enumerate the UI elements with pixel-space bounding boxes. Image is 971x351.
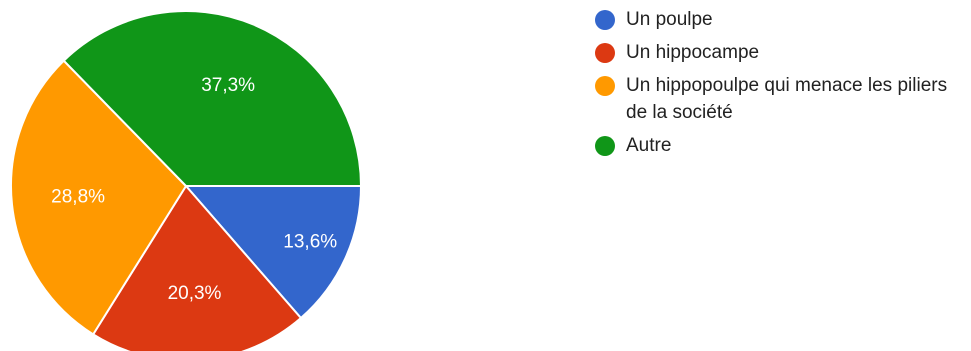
slice-un-hippopoulpe[interactable] bbox=[10, 59, 188, 336]
slice-percent-label: 13,6% bbox=[283, 232, 337, 253]
pie-slice-labels: 13,6% 20,3% 28,8% 37,3% bbox=[51, 75, 337, 304]
legend-item-un-poulpe[interactable]: Un poulpe bbox=[595, 8, 965, 33]
legend-dot-orange bbox=[595, 76, 615, 96]
slice-un-hippocampe[interactable] bbox=[91, 184, 303, 351]
legend: Un poulpe Un hippocampe Un hippopoulpe q… bbox=[595, 8, 965, 167]
legend-item-autre[interactable]: Autre bbox=[595, 134, 965, 159]
legend-dot-green bbox=[595, 136, 615, 156]
legend-label: Autre bbox=[626, 135, 672, 156]
legend-dot-blue bbox=[595, 10, 615, 30]
slice-percent-label: 37,3% bbox=[201, 75, 255, 96]
legend-label: Un hippocampe bbox=[626, 42, 760, 63]
legend-label: Un poulpe bbox=[626, 9, 713, 30]
pie-slices bbox=[10, 10, 363, 351]
legend-dot-red bbox=[595, 43, 615, 63]
slice-percent-label: 28,8% bbox=[51, 187, 105, 208]
slice-autre[interactable] bbox=[62, 10, 363, 187]
legend-item-un-hippopoulpe[interactable]: Un hippopoulpe qui menace les piliers de… bbox=[595, 74, 965, 126]
legend-label: Un hippopoulpe qui menace les piliers de… bbox=[626, 75, 948, 123]
slice-percent-label: 20,3% bbox=[168, 283, 222, 304]
slice-un-poulpe[interactable] bbox=[183, 185, 363, 320]
legend-item-un-hippocampe[interactable]: Un hippocampe bbox=[595, 41, 965, 66]
